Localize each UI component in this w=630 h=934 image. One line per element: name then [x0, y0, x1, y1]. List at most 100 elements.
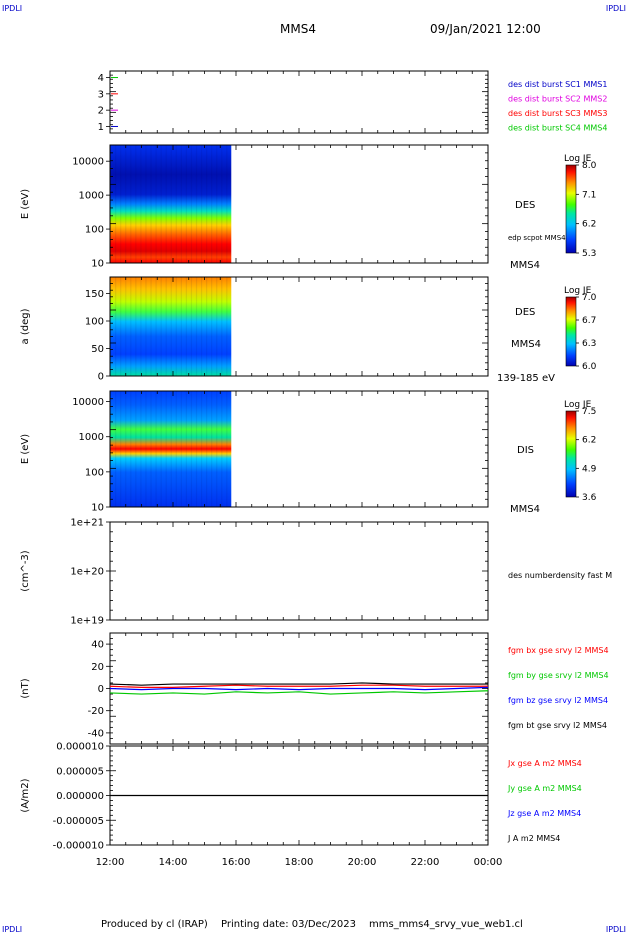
- dis-energy-ytick-label: 10000: [72, 397, 104, 408]
- time-tick-label: 18:00: [285, 857, 314, 868]
- des-energy-colorbar-tick: 5.3: [582, 249, 596, 259]
- time-tick-label: 14:00: [159, 857, 188, 868]
- magnetic-field-series-line: [109, 684, 488, 688]
- dis-energy-spectrogram: [110, 391, 232, 507]
- des-pitch-colorbar-tick: 6.3: [582, 339, 596, 349]
- dis-energy-colorbar: [565, 410, 577, 498]
- magnetic-field-ytick-label: 20: [91, 662, 104, 673]
- current-density-legend-entry: Jx gse A m2 MMS4: [507, 759, 582, 768]
- burst-flags-ytick-label: 1: [98, 122, 104, 133]
- des-energy-colorbar-tick: 6.2: [582, 220, 596, 230]
- magnetic-field-ylabel: (nT): [20, 678, 31, 698]
- magnetic-field-series-line: [109, 686, 489, 691]
- burst-flags-legend-entry: des dist burst SC1 MMS1: [508, 80, 607, 89]
- des-pitch-colorbar-tick: 6.0: [582, 362, 597, 372]
- burst-flags-legend-entry: des dist burst SC3 MMS3: [508, 109, 607, 118]
- current-density-legend-entry: Jz gse A m2 MMS4: [507, 809, 581, 818]
- magnetic-field-legend-entry: fgm bt gse srvy l2 MMS4: [508, 721, 607, 730]
- des-pitch-ytick-label: 50: [91, 344, 104, 355]
- dis-energy-spacecraft-label: MMS4: [510, 504, 540, 515]
- corner-label-bottom-right: IPDLI: [605, 925, 626, 934]
- des-energy-colorbar-tick: 7.1: [582, 190, 596, 200]
- footer-filename: mms_mms4_srvy_vue_web1.cl: [369, 919, 523, 930]
- dis-energy-colorbar-tick: 6.2: [582, 436, 596, 446]
- des-pitch-colorbar-tick: 6.7: [582, 316, 596, 326]
- des-energy-scpot-label: edp scpot MMS4: [508, 234, 566, 242]
- current-density-ytick-label: -0.000005: [53, 816, 104, 827]
- des-energy-colorbar: [565, 164, 577, 254]
- time-tick-label: 12:00: [96, 857, 125, 868]
- dis-energy-ytick-label: 100: [85, 467, 104, 478]
- des-pitch-instrument-label: DES: [515, 307, 535, 318]
- spacecraft-title: MMS4: [280, 22, 316, 36]
- dis-energy-colorbar-tick: 4.9: [582, 464, 597, 474]
- dis-energy-ytick-label: 1000: [79, 432, 104, 443]
- current-density-ytick-label: 0.000010: [56, 742, 104, 753]
- des-energy-spacecraft-label: MMS4: [510, 260, 540, 271]
- des-pitch-ylabel: a (deg): [20, 308, 31, 344]
- density-frame: [109, 521, 489, 621]
- corner-label-bottom-left: IPDLI: [2, 925, 23, 934]
- des-energy-ytick-label: 100: [85, 225, 104, 236]
- footer-printing-date: Printing date: 03/Dec/2023: [221, 919, 357, 930]
- magnetic-field-ytick-label: 0: [98, 684, 104, 695]
- time-tick-label: 20:00: [348, 857, 377, 868]
- des-pitch-ytick-label: 150: [85, 289, 104, 300]
- burst-flags-legend-entry: des dist burst SC2 MMS2: [508, 95, 607, 104]
- corner-label-top-right: IPDLI: [605, 4, 626, 13]
- dis-energy-colorbar-title: Log JE: [564, 400, 592, 410]
- magnetic-field-ytick-label: 40: [91, 640, 104, 651]
- des-energy-ytick-label: 1000: [79, 191, 104, 202]
- des-energy-ytick-label: 10000: [72, 157, 104, 168]
- des-energy-ylabel: E (eV): [20, 189, 31, 219]
- density-ytick-label: 1e+21: [70, 518, 104, 529]
- magnetic-field-ytick-label: -20: [88, 706, 104, 717]
- burst-flags-ytick-label: 4: [98, 73, 104, 84]
- current-density-ylabel: (A/m2): [20, 778, 31, 812]
- dis-energy-colorbar-tick: 3.6: [582, 493, 597, 503]
- current-density-ytick-label: -0.000010: [53, 841, 104, 852]
- magnetic-field-legend-entry: fgm bz gse srvy l2 MMS4: [508, 696, 608, 705]
- des-energy-spectrogram: [110, 145, 232, 263]
- time-tick-label: 16:00: [222, 857, 251, 868]
- des-energy-colorbar-tick: 8.0: [582, 161, 597, 171]
- des-pitch-colorbar: [565, 296, 577, 367]
- burst-flags-ytick-label: 3: [98, 89, 104, 100]
- magnetic-field-legend-entry: fgm bx gse srvy l2 MMS4: [508, 646, 609, 655]
- magnetic-field-ytick-label: -40: [88, 728, 104, 739]
- burst-flags-legend-entry: des dist burst SC4 MMS4: [508, 124, 607, 133]
- dis-energy-ylabel: E (eV): [20, 434, 31, 464]
- des-energy-instrument-label: DES: [515, 200, 535, 211]
- des-pitch-spacecraft-label: MMS4: [511, 339, 541, 350]
- des-pitch-energy-range-label: 139-185 eV: [497, 373, 555, 384]
- density-ytick-label: 1e+19: [70, 616, 104, 627]
- footer-produced-by: Produced by cl (IRAP): [101, 919, 208, 930]
- burst-flags-frame: [109, 70, 489, 134]
- burst-flags-ytick-label: 2: [98, 106, 104, 117]
- des-pitch-ytick-label: 100: [85, 317, 104, 328]
- time-tick-label: 22:00: [411, 857, 440, 868]
- current-density-ytick-label: 0.000000: [56, 791, 104, 802]
- density-ylabel: (cm^-3): [20, 550, 31, 591]
- dis-energy-instrument-label: DIS: [517, 445, 534, 456]
- des-energy-ytick-label: 10: [91, 259, 104, 270]
- time-tick-label: 00:00: [474, 857, 503, 868]
- magnetic-field-series-line: [109, 690, 489, 695]
- current-density-ytick-label: 0.000005: [56, 766, 104, 777]
- des-pitch-colorbar-tick: 7.0: [582, 293, 597, 303]
- current-density-legend-entry: J A m2 MMS4: [507, 834, 560, 843]
- dis-energy-ytick-label: 10: [91, 503, 104, 514]
- density-ytick-label: 1e+20: [70, 567, 104, 578]
- des-pitch-spectrogram: [110, 277, 232, 376]
- current-density-legend-entry: Jy gse A m2 MMS4: [507, 784, 582, 793]
- magnetic-field-legend-entry: fgm by gse srvy l2 MMS4: [508, 671, 609, 680]
- density-legend-entry: des numberdensity fast M: [508, 571, 612, 580]
- magnetic-field-series-line: [109, 682, 488, 686]
- corner-label-top-left: IPDLI: [2, 4, 23, 13]
- des-pitch-ytick-label: 0: [98, 372, 104, 383]
- datetime-title: 09/Jan/2021 12:00: [430, 22, 541, 36]
- des-pitch-colorbar-title: Log JE: [564, 286, 592, 296]
- dis-energy-colorbar-tick: 7.5: [582, 407, 596, 417]
- des-energy-colorbar-title: Log JE: [564, 154, 592, 164]
